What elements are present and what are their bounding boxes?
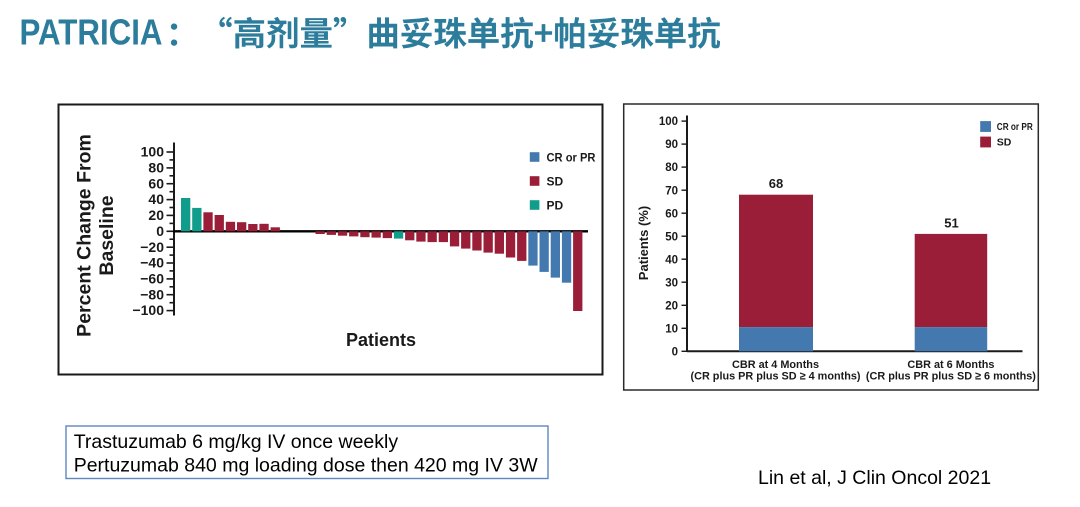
svg-text:0: 0 [156,223,164,239]
svg-text:(CR plus PR plus SD ≥ 4 months: (CR plus PR plus SD ≥ 4 months) [691,371,861,383]
svg-text:Lin et al, J Clin Oncol 2021: Lin et al, J Clin Oncol 2021 [758,467,991,489]
svg-text:CBR at 4 Months: CBR at 4 Months [732,359,819,371]
svg-text:−40: −40 [140,255,164,271]
svg-text:100: 100 [659,116,678,128]
svg-text:−80: −80 [140,286,164,302]
svg-text:40: 40 [665,254,678,266]
svg-text:30: 30 [665,277,678,289]
svg-text:Patients: Patients [346,330,416,350]
svg-text:−100: −100 [132,302,164,318]
svg-text:20: 20 [665,300,678,312]
svg-text:−20: −20 [140,239,164,255]
svg-text:80: 80 [148,160,164,176]
svg-text:CR or PR: CR or PR [997,122,1034,133]
svg-text:PD: PD [547,198,564,212]
svg-text:10: 10 [665,323,678,335]
svg-text:CBR at 6 Months: CBR at 6 Months [907,359,994,371]
svg-text:68: 68 [769,176,783,191]
svg-text:100: 100 [141,144,165,160]
svg-text:Patients (%): Patients (%) [636,206,651,280]
svg-text:−60: −60 [140,271,164,287]
svg-text:90: 90 [665,139,678,151]
svg-text:60: 60 [665,208,678,220]
svg-text:0: 0 [672,346,678,358]
svg-text:60: 60 [148,175,164,191]
svg-text:Baseline: Baseline [96,195,118,275]
svg-text:SD: SD [997,136,1012,148]
svg-text:Trastuzumab 6 mg/kg IV once we: Trastuzumab 6 mg/kg IV once weekly [74,431,399,453]
svg-text:PATRICIA: PATRICIA [20,12,163,53]
svg-text:Percent Change From: Percent Change From [74,134,96,337]
svg-text:51: 51 [944,216,958,231]
svg-text:80: 80 [665,162,678,174]
svg-text:SD: SD [547,174,564,188]
svg-text:50: 50 [665,231,678,243]
svg-text:70: 70 [665,185,678,197]
svg-text:40: 40 [148,191,164,207]
svg-text:20: 20 [148,207,164,223]
svg-text:Pertuzumab 840 mg loading dose: Pertuzumab 840 mg loading dose then 420 … [74,455,539,477]
svg-text:(CR plus PR plus SD ≥ 6 months: (CR plus PR plus SD ≥ 6 months) [866,371,1036,383]
svg-text:CR or PR: CR or PR [547,150,596,164]
